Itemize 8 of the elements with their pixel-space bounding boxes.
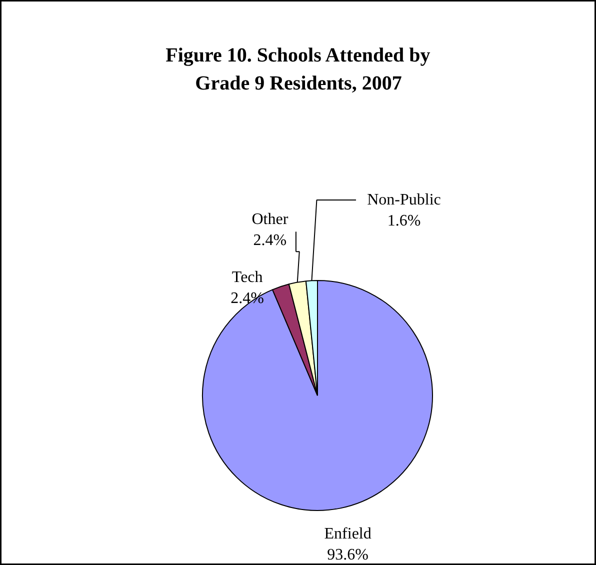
slice-label: Other — [252, 211, 289, 228]
chart-title: Figure 10. Schools Attended by Grade 9 Residents, 2007 — [166, 44, 430, 94]
slice-label: Non-Public — [367, 191, 441, 208]
data-label: 1.6% — [387, 212, 421, 230]
data-label: 2.4% — [253, 232, 287, 250]
data-label: 93.6% — [327, 546, 368, 564]
slice-label: Enfield — [324, 526, 372, 543]
slice-label: Tech — [232, 268, 263, 286]
